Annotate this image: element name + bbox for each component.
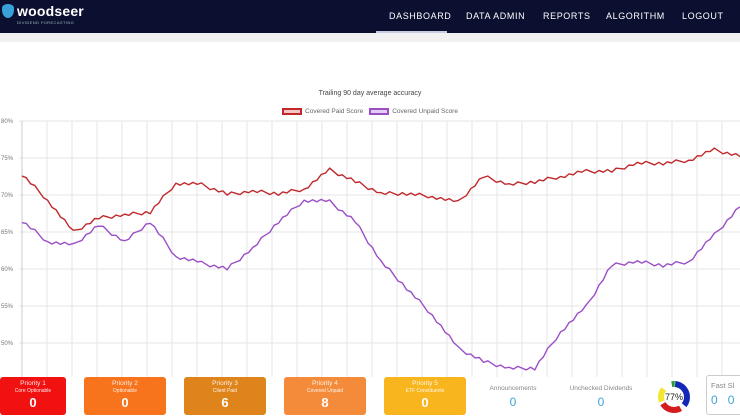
- subheader-strip: [0, 33, 740, 42]
- accuracy-gauge: 77%: [656, 379, 692, 415]
- priority-title: Priority 2: [112, 380, 138, 387]
- announcements-label: Announcements: [489, 385, 537, 392]
- legend-swatch-unpaid: [369, 108, 390, 115]
- y-tick-label: 65%: [1, 230, 14, 236]
- legend-swatch-paid: [282, 108, 303, 115]
- logo-text: woodseer: [17, 3, 84, 19]
- priority-4-card[interactable]: Priority 4 Covered Unpaid 8: [284, 377, 366, 415]
- series-line-covered-paid: [21, 147, 740, 231]
- y-tick-label: 50%: [1, 341, 14, 347]
- priority-count: 0: [121, 395, 129, 410]
- nav-reports[interactable]: REPORTS: [543, 11, 591, 21]
- legend-label-unpaid: Covered Unpaid Score: [392, 108, 458, 115]
- nav-logout[interactable]: LOGOUT: [682, 11, 724, 21]
- chart-title: Trailing 90 day average accuracy: [318, 90, 422, 97]
- y-tick-label: 75%: [1, 156, 14, 162]
- nav-dashboard[interactable]: DASHBOARD: [389, 11, 452, 21]
- logo-subtitle: DIVIDEND FORECASTING: [17, 20, 75, 25]
- gauge-label: 77%: [665, 392, 683, 402]
- priority-count: 6: [221, 395, 229, 410]
- priority-subtitle: ETF Constituents: [405, 388, 445, 394]
- top-nav-bar: woodseer DIVIDEND FORECASTING DASHBOARD …: [0, 0, 740, 33]
- logo[interactable]: woodseer DIVIDEND FORECASTING: [2, 3, 84, 25]
- y-tick-label: 60%: [1, 267, 14, 273]
- unchecked-dividends-label: Unchecked Dividends: [569, 385, 633, 392]
- fast-card[interactable]: Fast Sl 0 0: [706, 375, 740, 415]
- priority-5-card[interactable]: Priority 5 ETF Constituents 0: [384, 377, 466, 415]
- priority-subtitle: Optionable: [112, 388, 138, 394]
- logo-icon: [2, 4, 14, 18]
- unchecked-dividends-value: 0: [597, 395, 605, 409]
- fast-value-1: 0: [711, 393, 718, 407]
- priority-count: 8: [321, 395, 329, 410]
- legend-item-paid[interactable]: Covered Paid Score: [282, 108, 363, 115]
- priority-title: Priority 4: [312, 380, 338, 387]
- fast-value-2: 0: [727, 393, 735, 407]
- priority-title: Priority 5: [412, 380, 438, 387]
- nav-algorithm[interactable]: ALGORITHM: [606, 11, 665, 21]
- priority-title: Priority 1: [20, 380, 46, 387]
- active-tab-indicator: [376, 31, 447, 33]
- legend-label-paid: Covered Paid Score: [305, 108, 364, 115]
- priority-count: 0: [29, 395, 37, 410]
- logo-text-wrap: woodseer DIVIDEND FORECASTING: [17, 3, 84, 25]
- gauge-ring-icon: 77%: [658, 381, 690, 413]
- legend-item-unpaid[interactable]: Covered Unpaid Score: [369, 108, 458, 115]
- nav-data-admin[interactable]: DATA ADMIN: [466, 11, 526, 21]
- priority-2-card[interactable]: Priority 2 Optionable 0: [84, 377, 166, 415]
- priority-subtitle: Client Paid: [212, 388, 238, 394]
- unchecked-dividends-stat[interactable]: Unchecked Dividends 0: [561, 385, 641, 409]
- priority-subtitle: Covered Unpaid: [306, 388, 344, 394]
- y-tick-label: 55%: [1, 304, 14, 310]
- priority-3-card[interactable]: Priority 3 Client Paid 6: [184, 377, 266, 415]
- priority-1-card[interactable]: Priority 1 Core Optionable 0: [0, 377, 66, 415]
- y-tick-label: 80%: [1, 119, 14, 125]
- priority-count: 0: [421, 395, 429, 410]
- fast-label: Fast Sl: [711, 381, 735, 390]
- priority-cards: Priority 1 Core Optionable 0 Priority 2 …: [0, 377, 740, 420]
- series-line-covered-unpaid: [21, 198, 740, 371]
- announcements-value: 0: [509, 395, 517, 409]
- priority-subtitle: Core Optionable: [14, 388, 52, 394]
- y-tick-label: 70%: [1, 193, 14, 199]
- priority-title: Priority 3: [212, 380, 238, 387]
- chart-legend: Covered Paid Score Covered Unpaid Score: [0, 108, 740, 115]
- accuracy-line-chart: 80% 75% 70% 65% 60% 55% 50%: [1, 119, 740, 377]
- announcements-stat[interactable]: Announcements 0: [478, 385, 548, 409]
